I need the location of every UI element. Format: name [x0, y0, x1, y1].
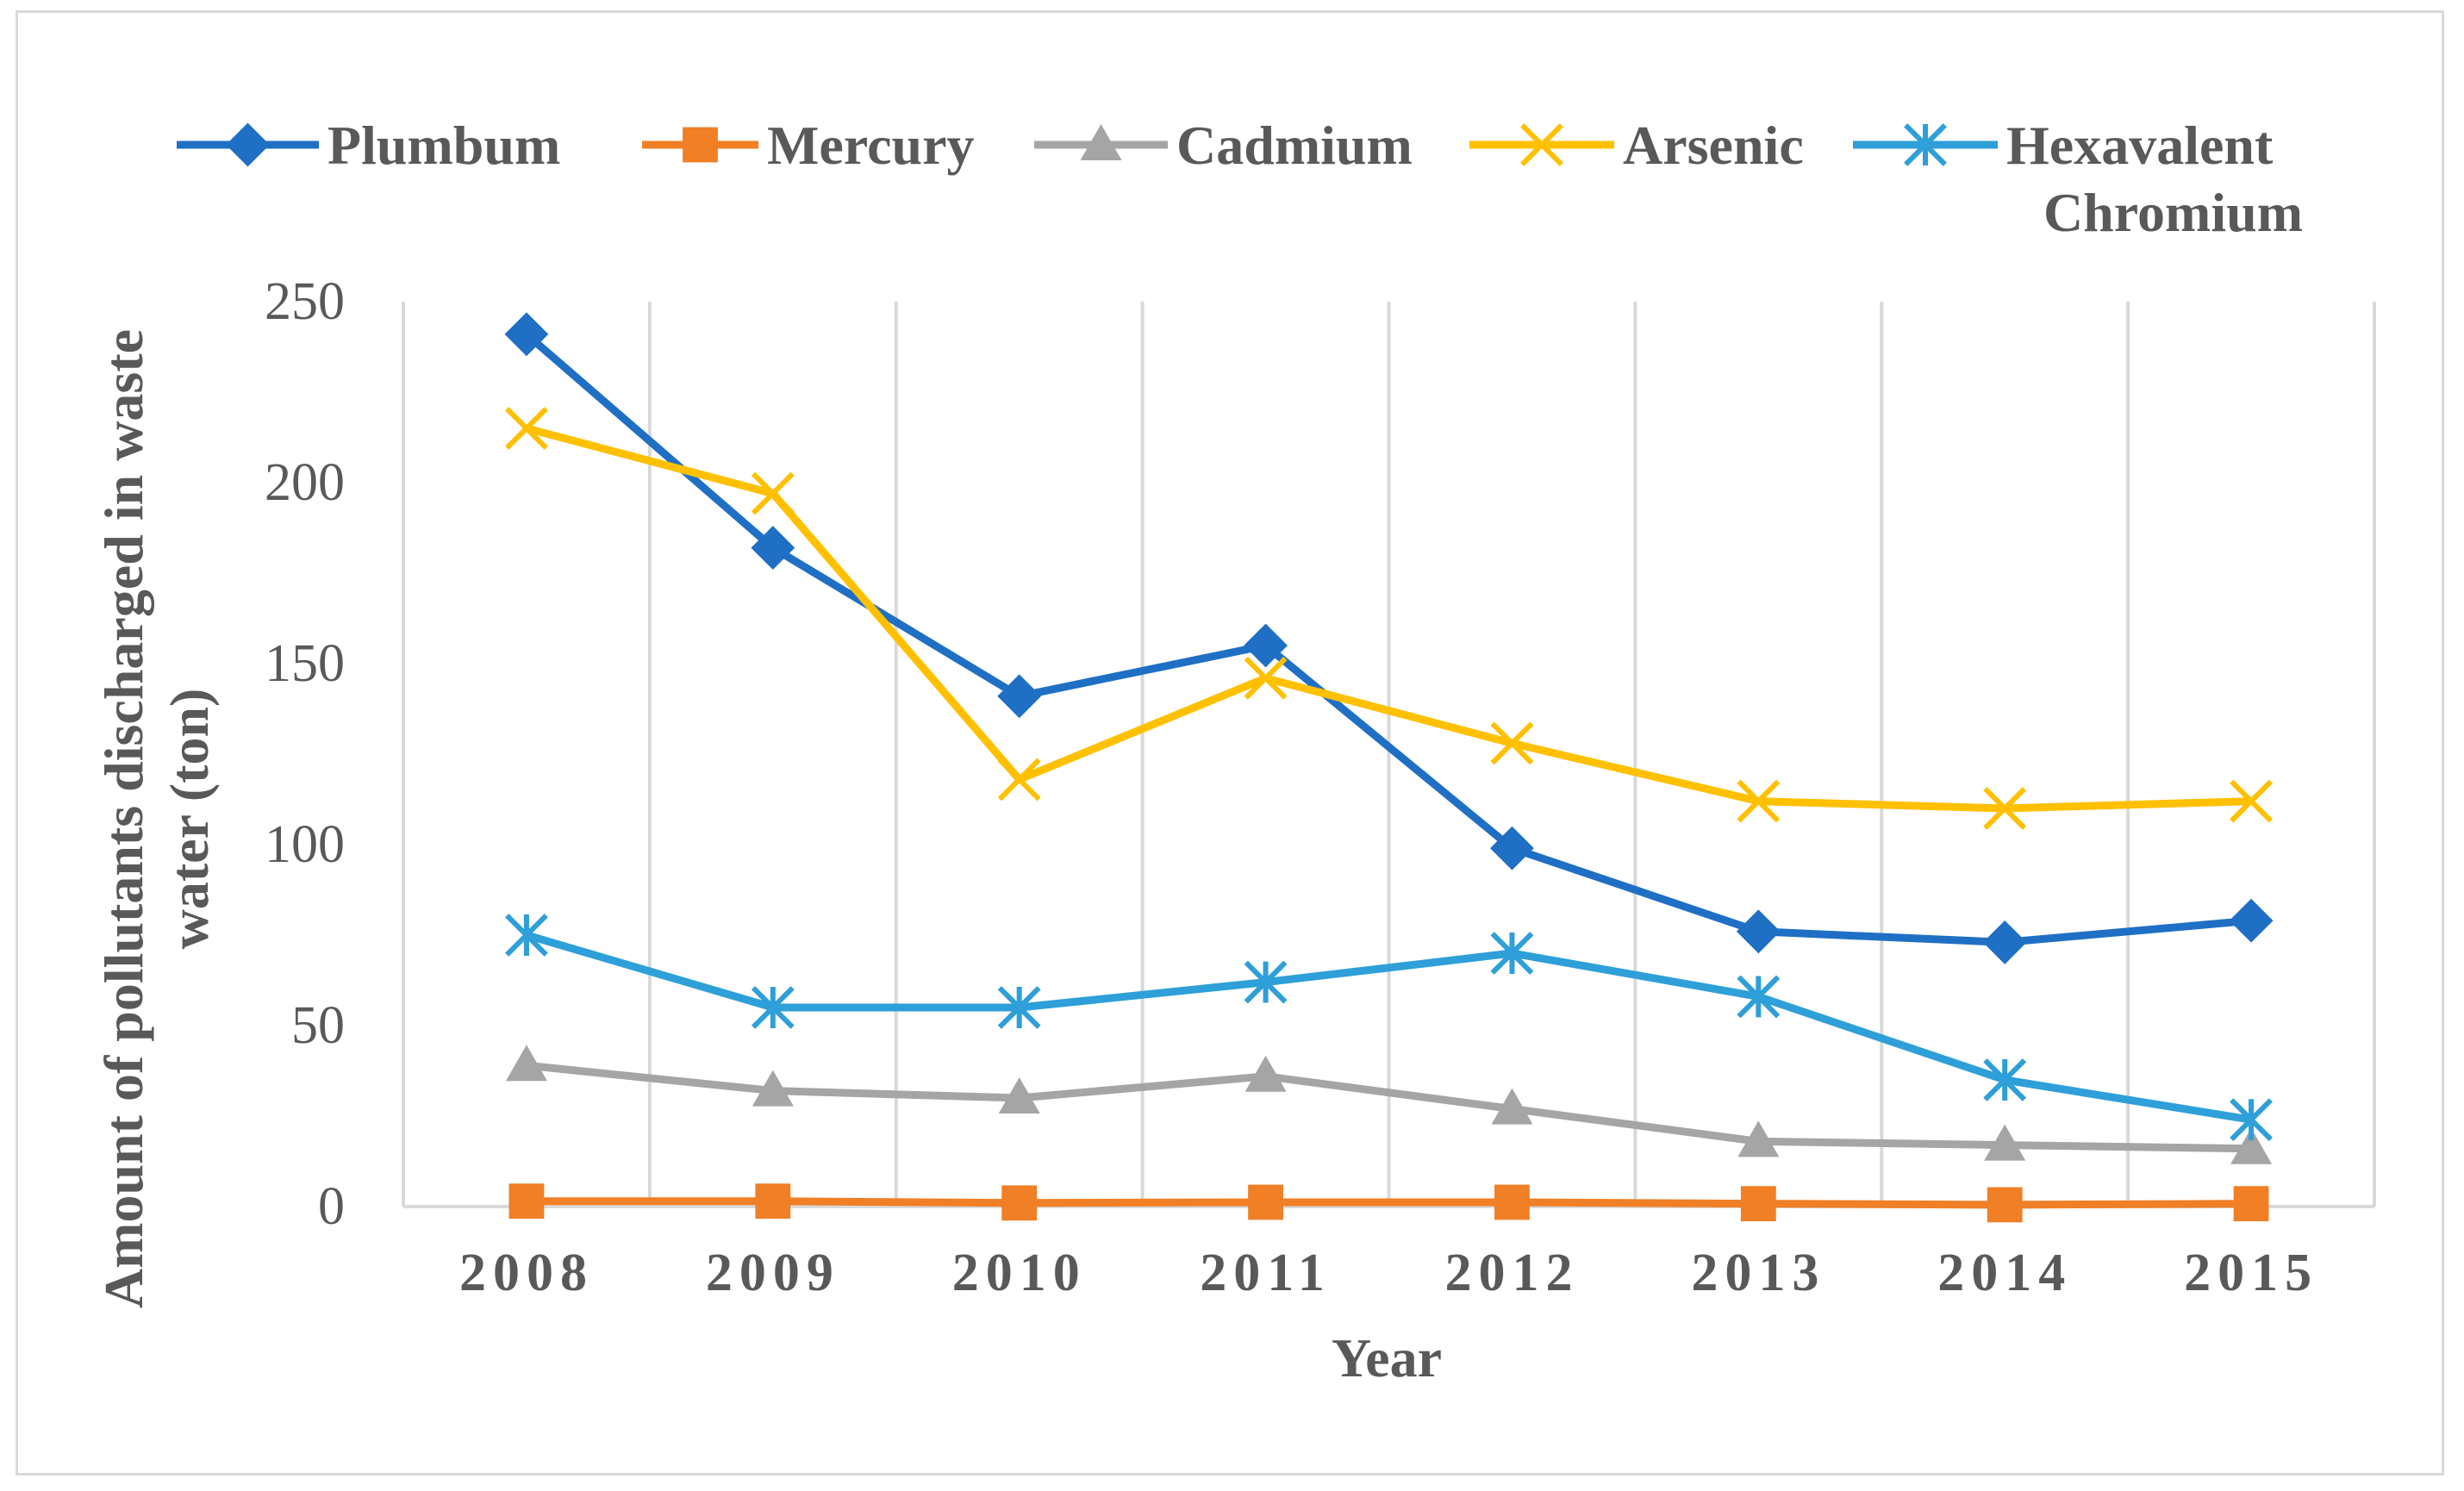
series-mercury [508, 1183, 2269, 1223]
series-layer [504, 312, 2274, 1223]
series-plumbum [504, 312, 2274, 964]
legend-marker-arsenic [1520, 123, 1563, 166]
data-point-plumbum [1244, 623, 1288, 668]
x-tick-label: 2013 [1691, 1244, 1825, 1302]
y-tick-label: 50 [291, 996, 345, 1055]
data-point-arsenic [1983, 787, 2027, 830]
data-point-hexavalent-chromium [751, 986, 795, 1029]
data-point-hexavalent-chromium [1737, 975, 1781, 1019]
legend-label-line-2: Chromium [2043, 182, 2303, 243]
data-point-plumbum [751, 526, 795, 571]
data-point-arsenic [997, 758, 1041, 802]
data-point-arsenic [751, 471, 795, 515]
x-axis-title: Year [1332, 1327, 1442, 1388]
series-line-cadmium [522, 1061, 2255, 1153]
y-axis-ticks: 0 50 100 150 200 250 [265, 272, 345, 1236]
x-tick-label: 2010 [952, 1244, 1087, 1302]
data-point-mercury [1248, 1184, 1283, 1220]
legend-item-plumbum: Plumbum [177, 115, 560, 176]
legend-marker-mercury [683, 127, 718, 163]
y-tick-label: 250 [265, 272, 345, 331]
x-tick-label: 2009 [706, 1244, 840, 1302]
data-point-cadmium [1984, 1124, 2026, 1161]
x-tick-label: 2011 [1200, 1244, 1332, 1302]
data-point-arsenic [505, 407, 548, 450]
x-axis-ticks: 2008 2009 2010 2011 2012 2013 2014 2015 [459, 1244, 2318, 1302]
data-point-mercury [755, 1183, 791, 1220]
data-point-hexavalent-chromium [997, 986, 1041, 1029]
data-point-cadmium [1491, 1088, 1533, 1125]
series-line-arsenic [522, 424, 2255, 813]
data-point-hexavalent-chromium [1244, 960, 1288, 1004]
data-point-arsenic [1244, 656, 1288, 700]
data-point-plumbum [1982, 920, 2027, 964]
x-tick-label: 2012 [1444, 1244, 1579, 1302]
legend-label: Cadmium [1176, 115, 1413, 176]
legend-label: Mercury [767, 115, 974, 176]
data-point-hexavalent-chromium [1983, 1058, 2027, 1101]
series-cadmium [505, 1045, 2273, 1164]
data-point-cadmium [1244, 1055, 1287, 1092]
x-tick-label: 2015 [2184, 1244, 2318, 1302]
y-tick-label: 200 [265, 453, 345, 512]
legend: Plumbum Mercury Cadmium Arsenic HexavalentCh… [177, 115, 2303, 243]
series-arsenic [505, 407, 2273, 830]
data-point-cadmium [2230, 1127, 2273, 1164]
series-line-mercury [522, 1197, 2255, 1209]
legend-item-mercury: Mercury [642, 115, 974, 176]
y-tick-label: 100 [265, 815, 345, 874]
data-point-hexavalent-chromium [2230, 1098, 2273, 1142]
chart-frame [16, 10, 2444, 1475]
series-line-plumbum [522, 330, 2255, 946]
data-point-plumbum [1490, 826, 1534, 870]
data-point-mercury [1494, 1184, 1530, 1220]
data-point-plumbum [1736, 909, 1781, 954]
data-point-mercury [1001, 1185, 1038, 1221]
data-point-plumbum [997, 674, 1042, 719]
y-axis-title-line-2: water (ton) [159, 689, 220, 950]
legend-item-arsenic: Arsenic [1469, 115, 1804, 176]
data-point-plumbum [2229, 898, 2274, 943]
legend-marker-plumbum [226, 122, 270, 167]
data-point-mercury [508, 1183, 545, 1220]
y-tick-label: 0 [318, 1177, 345, 1236]
data-point-arsenic [2230, 779, 2273, 823]
data-point-cadmium [998, 1077, 1040, 1114]
data-point-arsenic [1490, 721, 1534, 765]
data-point-plumbum [504, 312, 549, 357]
series-hexavalent-chromium [505, 914, 2273, 1142]
legend-label: Arsenic [1623, 115, 1804, 176]
data-point-mercury [2233, 1186, 2269, 1222]
data-point-hexavalent-chromium [1490, 932, 1534, 975]
y-tick-label: 150 [265, 634, 345, 693]
y-axis-title-line-1: Amount of pollutants discharged in waste [93, 329, 154, 1308]
gridlines [402, 302, 2376, 1207]
data-point-mercury [1740, 1186, 1776, 1222]
data-point-hexavalent-chromium [505, 914, 548, 957]
series-line-hexavalent-chromium [522, 931, 2255, 1124]
legend-label: Hexavalent [2006, 115, 2274, 176]
data-point-mercury [1987, 1187, 2023, 1223]
x-tick-label: 2014 [1937, 1244, 2072, 1302]
legend-label: Plumbum [327, 115, 560, 176]
x-tick-label: 2008 [459, 1244, 594, 1302]
legend-marker-cadmium [1080, 124, 1122, 160]
data-point-arsenic [1737, 779, 1781, 823]
legend-item-cadmium: Cadmium [1034, 115, 1413, 176]
data-point-cadmium [505, 1045, 547, 1082]
data-point-cadmium [752, 1070, 794, 1107]
legend-marker-hexavalent-chromium [1904, 123, 1947, 166]
data-point-cadmium [1737, 1120, 1780, 1157]
